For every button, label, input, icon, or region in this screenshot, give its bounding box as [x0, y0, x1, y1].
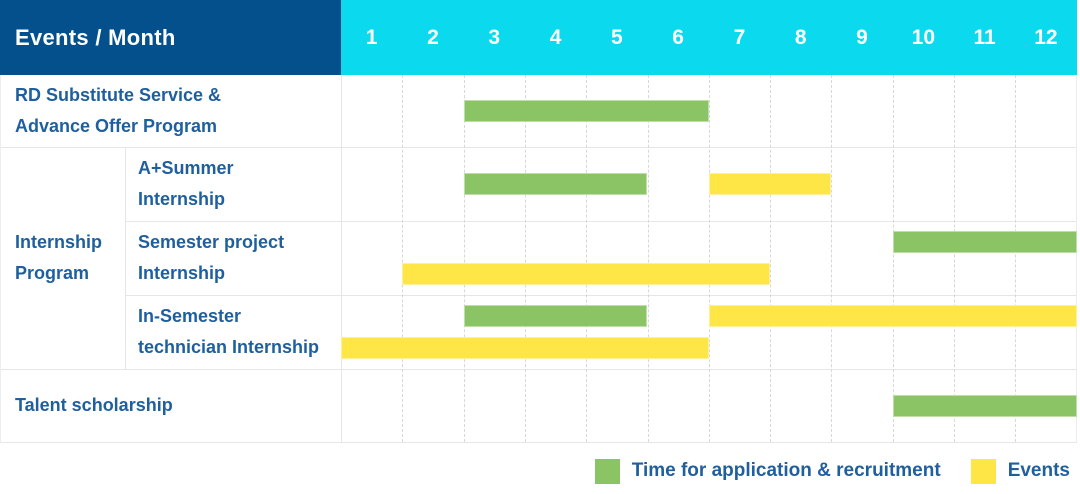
bar-application — [892, 394, 1077, 417]
legend-label: Time for application & recruitment — [631, 460, 941, 481]
bar-application — [892, 231, 1077, 253]
grid-vline-month — [708, 75, 710, 442]
grid-vline-left-edge — [0, 75, 1, 442]
bar-application — [463, 305, 648, 327]
legend-item-events: Events — [970, 458, 1070, 484]
month-header-cell-9: 9 — [856, 25, 868, 49]
legend-swatch-application — [594, 458, 620, 484]
month-header-cell-1: 1 — [365, 25, 378, 49]
grid-vline-month — [402, 75, 404, 442]
month-header-cell-4: 4 — [549, 25, 562, 49]
bar-application — [463, 100, 709, 122]
grid-vline-month — [647, 75, 649, 442]
month-header-cell-8: 8 — [794, 25, 807, 49]
month-header-cell-3: 3 — [488, 25, 501, 49]
row-label: Talent scholarship — [15, 395, 173, 415]
month-header-cell-11: 11 — [973, 25, 996, 49]
row-label: A+Summer Internship — [138, 158, 234, 209]
legend: Time for application & recruitment Events — [594, 451, 1070, 491]
grid-vline-month — [586, 75, 588, 442]
bar-events — [708, 305, 1077, 327]
grid-hline — [125, 295, 1077, 296]
month-header-cell-5: 5 — [610, 25, 623, 49]
group-label-internship-program: Internship Program — [15, 232, 103, 283]
row-label: Semester project Internship — [138, 232, 285, 283]
month-header-row: 1 2 3 4 5 6 7 8 9 10 11 12 — [341, 0, 1077, 75]
legend-swatch-events — [970, 458, 996, 484]
grid-vline-main — [341, 75, 342, 442]
row-label: In-Semester technician Internship — [138, 306, 320, 357]
row-label: RD Substitute Service & Advance Offer Pr… — [15, 85, 222, 136]
grid-vline-month — [954, 75, 955, 442]
grid-vline-month — [770, 75, 772, 442]
grid-hline — [0, 369, 1077, 370]
legend-label: Events — [1007, 460, 1070, 481]
header-events-month-cell: Events / Month — [0, 0, 341, 75]
grid-hline — [125, 221, 1077, 222]
month-header-cell-6: 6 — [672, 25, 684, 49]
grid-vline-sub — [125, 147, 126, 369]
grid-vline-month — [831, 75, 833, 442]
grid-hline — [0, 442, 1077, 443]
bar-events — [402, 263, 771, 285]
grid-vline-right-edge — [1075, 75, 1077, 442]
grid-vline-month — [524, 75, 526, 442]
bar-events — [341, 337, 709, 359]
grid-vline-month — [463, 75, 465, 442]
month-header-cell-2: 2 — [427, 25, 439, 49]
legend-item-application: Time for application & recruitment — [594, 458, 941, 484]
month-header-cell-7: 7 — [733, 25, 746, 49]
bar-events — [708, 173, 832, 195]
bar-application — [463, 173, 648, 195]
grid-vline-month — [1015, 75, 1017, 442]
month-header-cell-10: 10 — [911, 25, 935, 49]
month-header-cell-12: 12 — [1034, 25, 1058, 49]
grid-vline-month — [892, 75, 894, 442]
grid-hline — [0, 147, 1077, 148]
